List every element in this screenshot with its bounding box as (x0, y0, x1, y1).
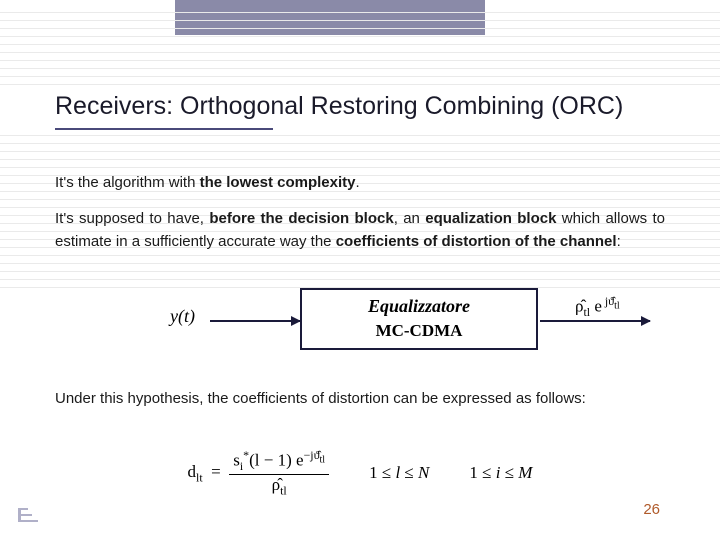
equalizer-block: Equalizzatore MC-CDMA (300, 288, 538, 350)
formula-main: dlt = si*(l − 1) e−jϑ̂tl ρ̂tl (188, 448, 330, 498)
formula-numerator: si*(l − 1) e−jϑ̂tl (229, 448, 329, 475)
formula: dlt = si*(l − 1) e−jϑ̂tl ρ̂tl 1 ≤ l ≤ N … (55, 448, 665, 498)
paragraph-1: It's the algorithm with the lowest compl… (55, 172, 665, 195)
diagram-input-label: y(t) (170, 306, 195, 327)
block-line2: MC-CDMA (302, 321, 536, 341)
title-underline (55, 128, 273, 130)
formula-range-i: 1 ≤ i ≤ M (469, 463, 532, 483)
formula-range-l: 1 ≤ l ≤ N (369, 463, 429, 483)
slide-title: Receivers: Orthogonal Restoring Combinin… (55, 92, 623, 121)
corner-decoration-icon (18, 502, 38, 522)
arrow-in-icon (210, 320, 300, 322)
paragraph-3: Under this hypothesis, the coefficients … (55, 388, 665, 411)
block-diagram: y(t) Equalizzatore MC-CDMA ρ̂tl e jϑ̂tl (55, 288, 665, 358)
formula-denominator: ρ̂tl (229, 475, 329, 498)
slide-content: Receivers: Orthogonal Restoring Combinin… (55, 0, 665, 540)
arrow-out-icon (540, 320, 650, 322)
diagram-output-label: ρ̂tl e jϑ̂tl (575, 294, 620, 320)
paragraph-2: It's supposed to have, before the decisi… (55, 208, 665, 253)
page-number: 26 (643, 501, 660, 518)
formula-fraction: si*(l − 1) e−jϑ̂tl ρ̂tl (229, 448, 329, 498)
formula-lhs: dlt (188, 462, 203, 481)
block-line1: Equalizzatore (302, 296, 536, 317)
